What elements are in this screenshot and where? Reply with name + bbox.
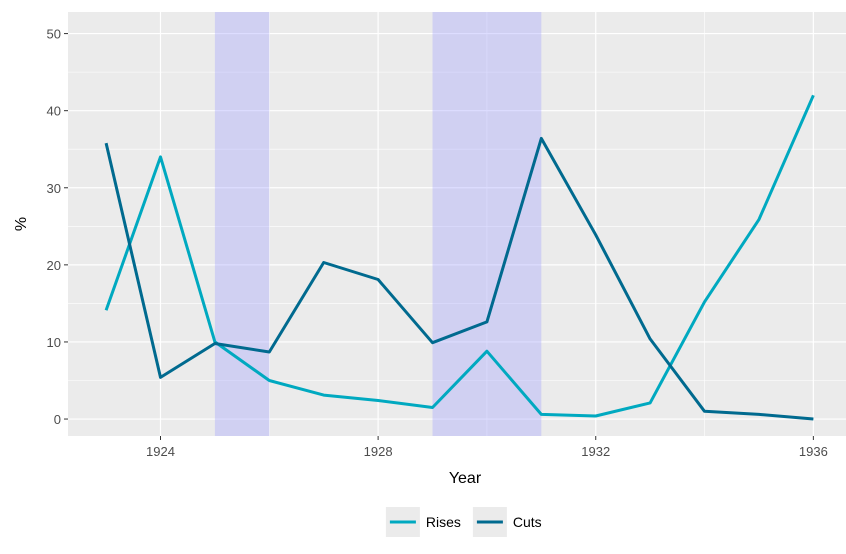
series-line-rises bbox=[104, 94, 815, 418]
y-tick-label: 20 bbox=[47, 258, 61, 273]
x-tick-label: 1932 bbox=[581, 444, 610, 459]
series-line-cuts bbox=[104, 136, 814, 421]
shaded-period bbox=[432, 12, 542, 436]
x-tick-label: 1936 bbox=[799, 444, 828, 459]
y-tick-label: 0 bbox=[54, 412, 61, 427]
legend: Rises Cuts bbox=[385, 507, 542, 537]
x-axis-label: Year bbox=[449, 470, 482, 487]
legend-label: Rises bbox=[426, 514, 461, 530]
y-tick-label: 50 bbox=[47, 27, 61, 42]
y-tick-label: 40 bbox=[47, 104, 61, 119]
series-lines bbox=[104, 94, 815, 421]
legend-label: Cuts bbox=[513, 514, 542, 530]
plot-panel bbox=[68, 12, 846, 436]
shaded-period bbox=[214, 12, 270, 436]
y-tick-label: 10 bbox=[47, 335, 61, 350]
x-tick-label: 1928 bbox=[364, 444, 393, 459]
panel-background bbox=[68, 12, 846, 436]
x-tick-label: 1924 bbox=[146, 444, 175, 459]
y-tick-label: 30 bbox=[47, 181, 61, 196]
y-axis-label: % bbox=[13, 217, 30, 231]
axes: 0 10 20 30 40 50 1924 1928 1932 1936 bbox=[47, 27, 828, 459]
